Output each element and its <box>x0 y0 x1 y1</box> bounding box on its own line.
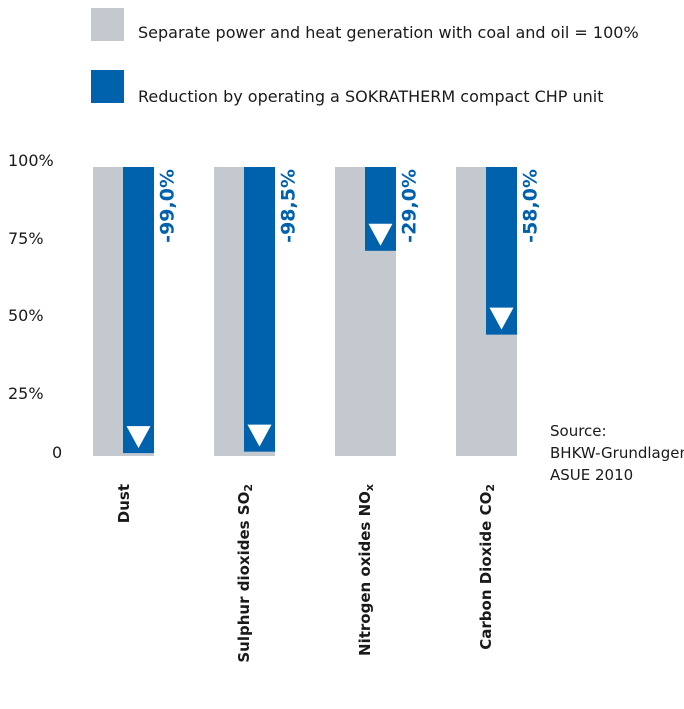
reduction-value-label: -99,0% <box>157 169 179 243</box>
source-line-2: ASUE 2010 <box>550 466 634 484</box>
category-label-text: Dust <box>114 484 133 524</box>
down-arrow-icon <box>368 223 393 246</box>
category-label-subscript: x <box>362 484 376 492</box>
legend-swatch-baseline <box>91 8 124 41</box>
y-tick-label: 25% <box>8 384 44 403</box>
source-line-1: BHKW-Grundlagen <box>550 444 684 462</box>
down-arrow-icon <box>489 307 514 330</box>
category-label-text: Sulphur dioxides SO2 <box>234 484 255 663</box>
category-label-text: Carbon Dioxide CO2 <box>476 484 497 650</box>
down-arrow-icon <box>126 426 151 449</box>
reduction-value-label: -98,5% <box>278 169 300 243</box>
category-label-text: Nitrogen oxides NOx <box>355 484 376 656</box>
y-tick-label: 100% <box>8 151 54 170</box>
y-tick-label: 0 <box>52 443 63 462</box>
y-tick-label: 75% <box>8 229 44 248</box>
category-label-subscript: 2 <box>483 484 497 492</box>
y-tick-label: 50% <box>8 306 44 325</box>
legend-label-baseline: Separate power and heat generation with … <box>138 23 639 42</box>
source-note: Source: BHKW-Grundlagen ASUE 2010 <box>550 420 684 486</box>
down-arrow-icon <box>247 424 272 447</box>
legend-label-reduction: Reduction by operating a SOKRATHERM comp… <box>138 87 604 106</box>
reduction-bar <box>244 167 275 452</box>
legend-swatch-reduction <box>91 70 124 103</box>
reduction-bar <box>123 167 154 454</box>
reduction-value-label: -58,0% <box>520 169 542 243</box>
reduction-value-label: -29,0% <box>399 169 421 243</box>
category-label-subscript: 2 <box>241 484 255 492</box>
reduction-bar <box>486 167 517 335</box>
source-label: Source: <box>550 422 607 440</box>
